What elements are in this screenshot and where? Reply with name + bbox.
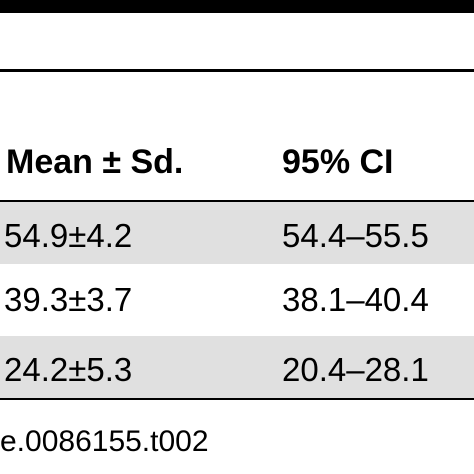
table-doi-caption: e.0086155.t002 xyxy=(0,425,209,458)
cell-mean-sd: 54.9±4.2 xyxy=(4,217,133,254)
table-header-top-rule xyxy=(0,69,474,72)
cell-mean-sd: 24.2±5.3 xyxy=(4,351,133,388)
table-top-rule xyxy=(0,0,474,13)
cell-95-ci: 20.4–28.1 xyxy=(282,351,429,388)
table-header-bottom-rule xyxy=(0,200,474,202)
cell-95-ci: 38.1–40.4 xyxy=(282,281,429,318)
table-header-row: Mean ± Sd. 95% CI xyxy=(0,120,474,200)
column-header-95-ci: 95% CI xyxy=(282,143,394,181)
cell-mean-sd: 39.3±3.7 xyxy=(4,281,133,318)
column-header-mean-sd: Mean ± Sd. xyxy=(6,143,184,181)
cell-95-ci: 54.4–55.5 xyxy=(282,217,429,254)
table-row: 39.3±3.7 38.1–40.4 xyxy=(0,264,474,336)
table-row: 54.9±4.2 54.4–55.5 xyxy=(0,202,474,264)
table-row: 24.2±5.3 20.4–28.1 xyxy=(0,336,474,398)
table-bottom-rule xyxy=(0,398,474,400)
